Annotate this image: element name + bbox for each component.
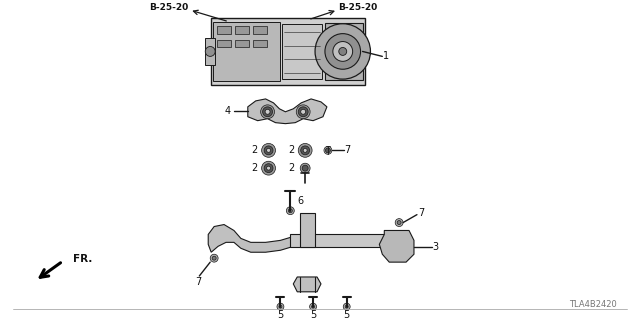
Polygon shape [248,99,327,124]
Circle shape [205,46,215,56]
Circle shape [267,166,271,170]
Circle shape [303,148,307,152]
Circle shape [333,42,353,61]
Bar [213,22,280,81]
Bar [253,26,267,34]
Circle shape [289,209,292,213]
Circle shape [264,164,273,172]
Bar [235,40,249,47]
Circle shape [345,305,348,308]
Text: 3: 3 [433,242,439,252]
Circle shape [325,34,360,69]
Text: 5: 5 [277,309,284,320]
Bar [205,37,215,65]
Circle shape [265,109,270,114]
Text: B-25-20: B-25-20 [149,4,188,12]
Text: 5: 5 [310,309,316,320]
Circle shape [296,105,310,119]
Circle shape [395,219,403,227]
Circle shape [324,146,332,154]
Circle shape [262,143,275,157]
Text: 1: 1 [383,52,389,61]
Bar [217,26,231,34]
Text: B-25-20: B-25-20 [338,4,377,12]
Text: 6: 6 [297,196,303,206]
Circle shape [339,47,347,55]
Circle shape [301,109,306,114]
Circle shape [298,143,312,157]
Circle shape [210,254,218,262]
Circle shape [310,303,317,310]
Circle shape [286,207,294,215]
Circle shape [262,161,275,175]
Circle shape [326,148,330,153]
Text: 4: 4 [225,106,231,116]
Text: 2: 2 [252,145,258,155]
Polygon shape [293,277,321,292]
Bar [211,18,365,85]
Bar [253,40,267,47]
Circle shape [397,220,401,225]
Circle shape [300,163,310,173]
Bar [217,40,231,47]
Circle shape [343,303,350,310]
Circle shape [267,148,271,152]
Text: TLA4B2420: TLA4B2420 [569,300,617,309]
Text: 2: 2 [288,163,294,173]
Circle shape [315,24,371,79]
Text: 7: 7 [344,145,351,155]
Circle shape [262,107,273,117]
Text: 7: 7 [418,208,424,218]
Bar [235,26,249,34]
Text: 2: 2 [252,163,258,173]
Bar [282,24,322,79]
Text: FR.: FR. [73,254,92,264]
Polygon shape [300,213,315,247]
Text: 2: 2 [288,145,294,155]
Circle shape [298,107,308,117]
Polygon shape [208,225,300,252]
Text: 5: 5 [344,309,350,320]
Circle shape [302,165,308,171]
Polygon shape [380,230,414,262]
Circle shape [212,256,216,260]
Text: 7: 7 [195,277,202,287]
Circle shape [264,146,273,155]
Circle shape [277,303,284,310]
Circle shape [301,146,310,155]
Circle shape [260,105,275,119]
Bar [325,23,362,80]
Circle shape [312,305,314,308]
Polygon shape [291,235,404,247]
Circle shape [279,305,282,308]
